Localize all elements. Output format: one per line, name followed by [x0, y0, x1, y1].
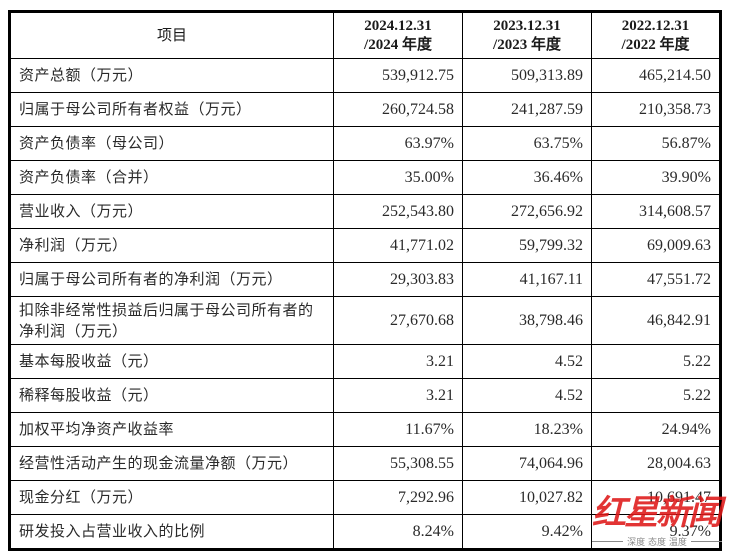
table-row-rd-ratio: 研发投入占营业收入的比例 8.24% 9.42% 9.37% — [9, 514, 721, 550]
header-2022: 2022.12.31 /2022 年度 — [591, 11, 721, 59]
table-row-adjusted-net-profit: 扣除非经常性损益后归属于母公司所有者的净利润（万元） 27,670.68 38,… — [9, 296, 721, 345]
header-2024: 2024.12.31 /2024 年度 — [333, 11, 463, 59]
cell-2022: 5.22 — [591, 344, 721, 379]
cell-2022: 10,691.47 — [591, 480, 721, 515]
cell-2023: 509,313.89 — [462, 58, 592, 93]
cell-2022: 47,551.72 — [591, 262, 721, 297]
cell-2024: 29,303.83 — [333, 262, 463, 297]
cell-2022: 24.94% — [591, 412, 721, 447]
row-label: 资产负债率（合并） — [9, 160, 334, 195]
financial-summary-table: 项目 2024.12.31 /2024 年度 2023.12.31 /2023 … — [8, 10, 722, 551]
cell-2023: 41,167.11 — [462, 262, 592, 297]
cell-2022: 56.87% — [591, 126, 721, 161]
table-row-basic-eps: 基本每股收益（元） 3.21 4.52 5.22 — [9, 344, 721, 379]
cell-2023: 4.52 — [462, 378, 592, 413]
cell-2023: 38,798.46 — [462, 296, 592, 345]
cell-2023: 74,064.96 — [462, 446, 592, 481]
table-row-debt-ratio-consolidated: 资产负债率（合并） 35.00% 36.46% 39.90% — [9, 160, 721, 195]
cell-2023: 36.46% — [462, 160, 592, 195]
row-label: 现金分红（万元） — [9, 480, 334, 515]
cell-2022: 9.37% — [591, 514, 721, 550]
cell-2022: 314,608.57 — [591, 194, 721, 229]
header-2024-date: 2024.12.31 — [364, 17, 432, 34]
cell-2024: 11.67% — [333, 412, 463, 447]
row-label: 稀释每股收益（元） — [9, 378, 334, 413]
header-2023-date: 2023.12.31 — [493, 17, 561, 34]
row-label: 净利润（万元） — [9, 228, 334, 263]
cell-2022: 39.90% — [591, 160, 721, 195]
table-row-parent-equity: 归属于母公司所有者权益（万元） 260,724.58 241,287.59 21… — [9, 92, 721, 127]
cell-2022: 28,004.63 — [591, 446, 721, 481]
cell-2022: 69,009.63 — [591, 228, 721, 263]
row-label: 归属于母公司所有者的净利润（万元） — [9, 262, 334, 297]
cell-2024: 7,292.96 — [333, 480, 463, 515]
header-2023-year: /2023 年度 — [493, 36, 561, 53]
row-label: 基本每股收益（元） — [9, 344, 334, 379]
table-row-net-profit: 净利润（万元） 41,771.02 59,799.32 69,009.63 — [9, 228, 721, 263]
header-item: 项目 — [9, 11, 334, 59]
row-label: 资产负债率（母公司） — [9, 126, 334, 161]
cell-2024: 41,771.02 — [333, 228, 463, 263]
row-label: 归属于母公司所有者权益（万元） — [9, 92, 334, 127]
cell-2024: 3.21 — [333, 378, 463, 413]
row-label: 研发投入占营业收入的比例 — [9, 514, 334, 550]
cell-2023: 10,027.82 — [462, 480, 592, 515]
table-header-row: 项目 2024.12.31 /2024 年度 2023.12.31 /2023 … — [9, 11, 721, 59]
cell-2023: 59,799.32 — [462, 228, 592, 263]
cell-2023: 272,656.92 — [462, 194, 592, 229]
cell-2024: 539,912.75 — [333, 58, 463, 93]
cell-2023: 241,287.59 — [462, 92, 592, 127]
cell-2024: 260,724.58 — [333, 92, 463, 127]
header-2024-year: /2024 年度 — [364, 36, 432, 53]
row-label: 营业收入（万元） — [9, 194, 334, 229]
table-row-debt-ratio-parent: 资产负债率（母公司） 63.97% 63.75% 56.87% — [9, 126, 721, 161]
row-label: 资产总额（万元） — [9, 58, 334, 93]
cell-2022: 210,358.73 — [591, 92, 721, 127]
table-row-operating-cash-flow: 经营性活动产生的现金流量净额（万元） 55,308.55 74,064.96 2… — [9, 446, 721, 481]
cell-2023: 63.75% — [462, 126, 592, 161]
cell-2023: 9.42% — [462, 514, 592, 550]
cell-2024: 8.24% — [333, 514, 463, 550]
header-2022-date: 2022.12.31 — [621, 17, 690, 34]
table-row-revenue: 营业收入（万元） 252,543.80 272,656.92 314,608.5… — [9, 194, 721, 229]
cell-2023: 4.52 — [462, 344, 592, 379]
row-label: 经营性活动产生的现金流量净额（万元） — [9, 446, 334, 481]
table-row-total-assets: 资产总额（万元） 539,912.75 509,313.89 465,214.5… — [9, 58, 721, 93]
cell-2024: 35.00% — [333, 160, 463, 195]
table-row-diluted-eps: 稀释每股收益（元） 3.21 4.52 5.22 — [9, 378, 721, 413]
cell-2024: 27,670.68 — [333, 296, 463, 345]
cell-2024: 63.97% — [333, 126, 463, 161]
cell-2024: 55,308.55 — [333, 446, 463, 481]
header-2023: 2023.12.31 /2023 年度 — [462, 11, 592, 59]
table-row-parent-net-profit: 归属于母公司所有者的净利润（万元） 29,303.83 41,167.11 47… — [9, 262, 721, 297]
cell-2023: 18.23% — [462, 412, 592, 447]
row-label: 扣除非经常性损益后归属于母公司所有者的净利润（万元） — [9, 296, 334, 345]
header-2022-year: /2022 年度 — [621, 36, 690, 53]
cell-2022: 465,214.50 — [591, 58, 721, 93]
cell-2022: 5.22 — [591, 378, 721, 413]
cell-2024: 252,543.80 — [333, 194, 463, 229]
cell-2024: 3.21 — [333, 344, 463, 379]
row-label: 加权平均净资产收益率 — [9, 412, 334, 447]
cell-2022: 46,842.91 — [591, 296, 721, 345]
table-row-cash-dividend: 现金分红（万元） 7,292.96 10,027.82 10,691.47 — [9, 480, 721, 515]
table-row-roe: 加权平均净资产收益率 11.67% 18.23% 24.94% — [9, 412, 721, 447]
